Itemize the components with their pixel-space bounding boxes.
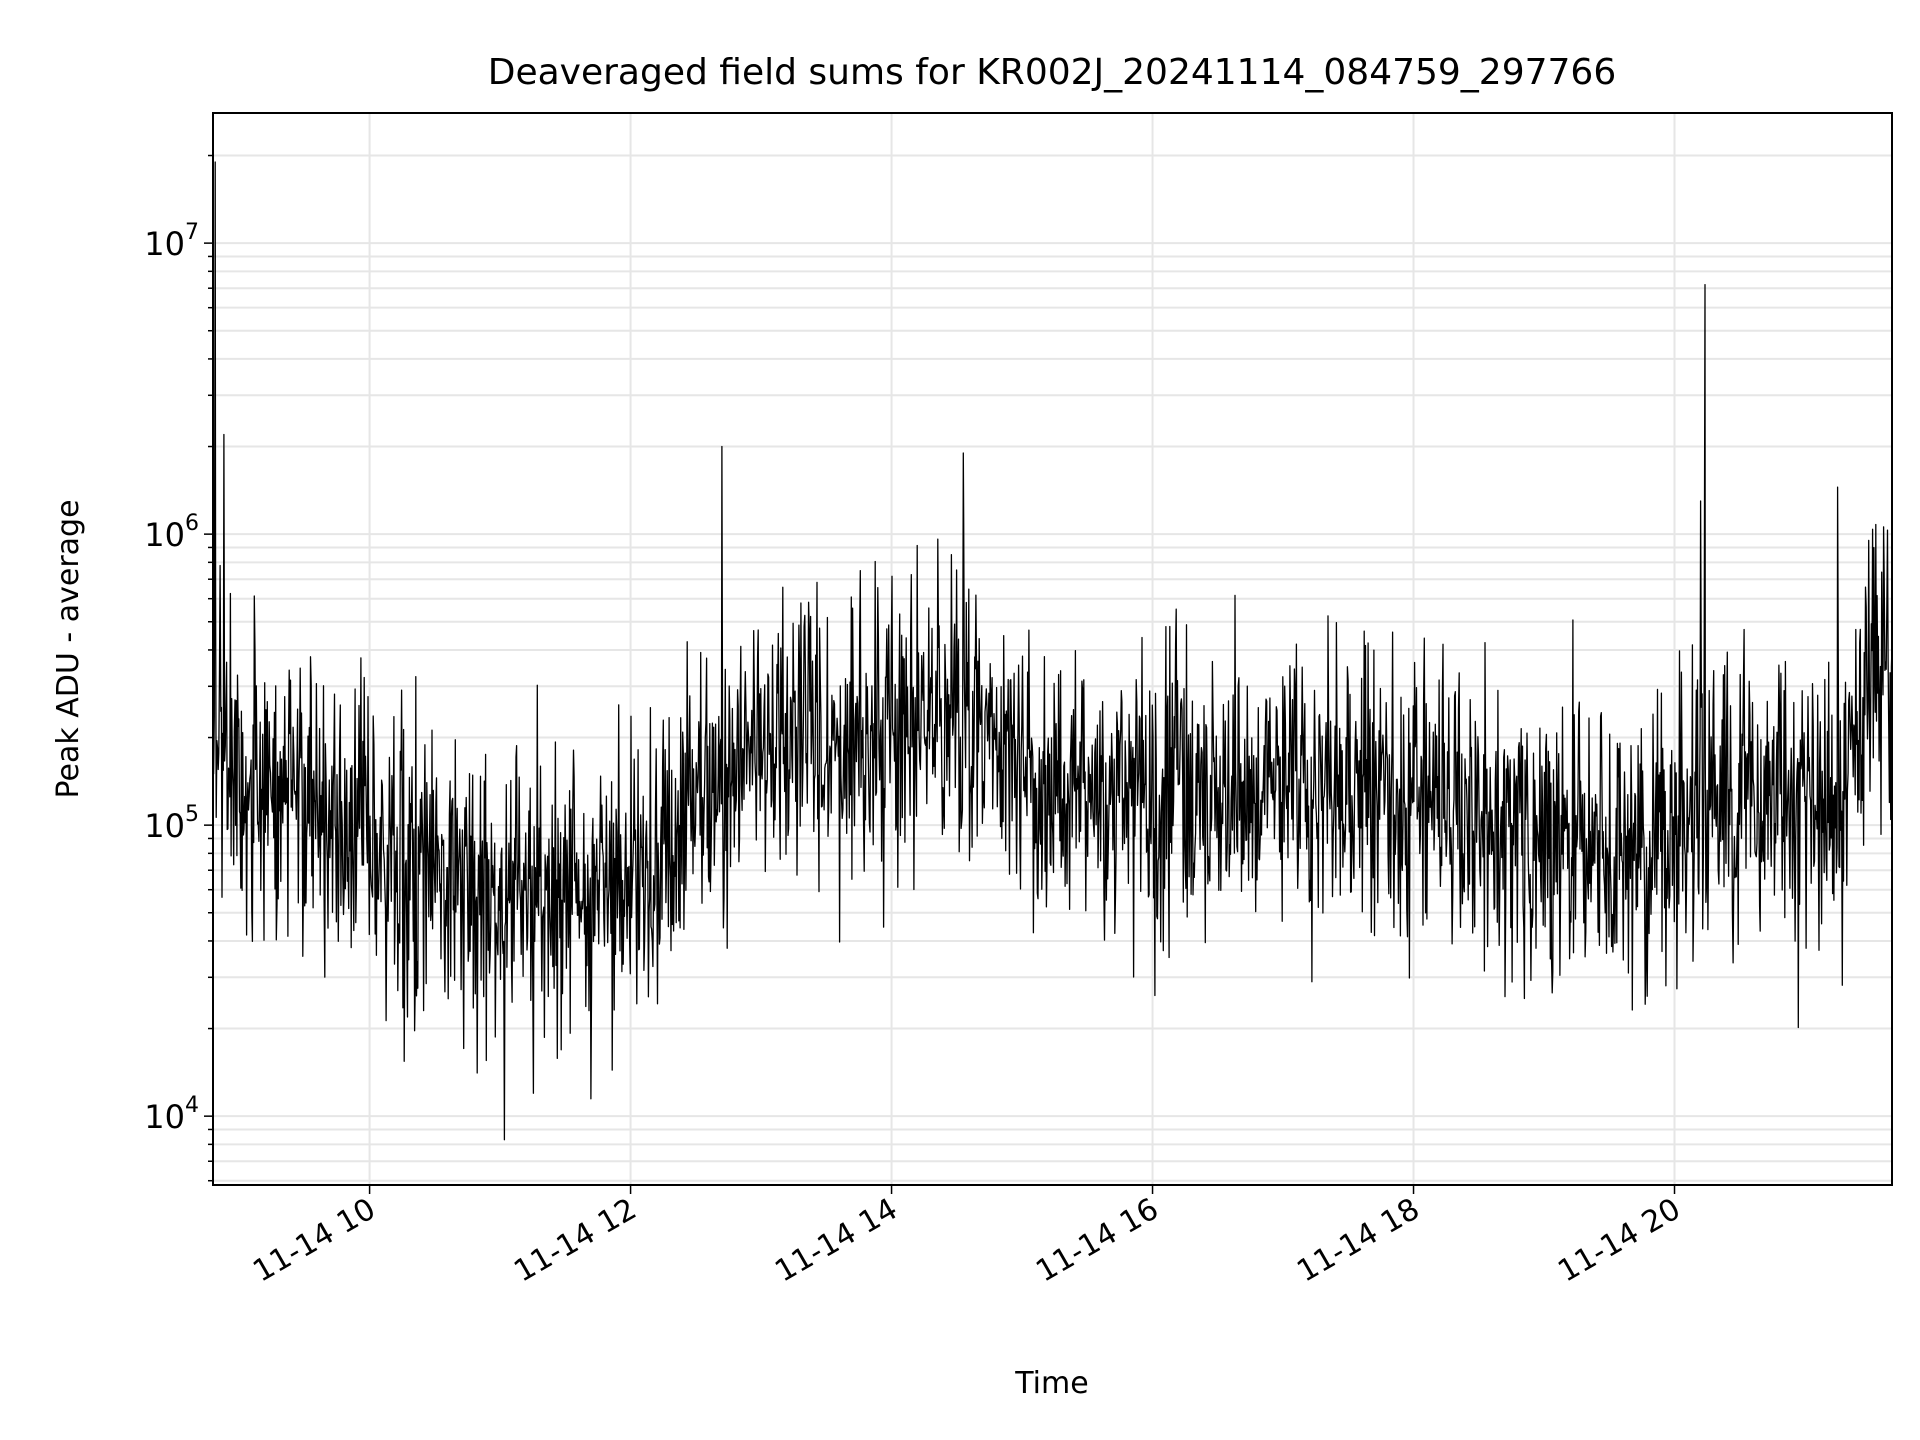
series-layer	[213, 161, 1892, 1141]
y-tick-label: 104	[144, 1093, 199, 1136]
plot-frame	[212, 112, 1893, 1186]
x-axis-label: Time	[1014, 1366, 1088, 1401]
y-tick-label: 105	[144, 802, 199, 845]
grid	[213, 113, 1892, 1185]
y-tick-label: 106	[144, 511, 199, 554]
y-tick-label: 107	[144, 220, 199, 263]
chart-title: Deaveraged field sums for KR002J_2024111…	[488, 52, 1616, 93]
y-axis-label: Peak ADU - average	[51, 499, 86, 798]
series-line	[213, 161, 1892, 1141]
